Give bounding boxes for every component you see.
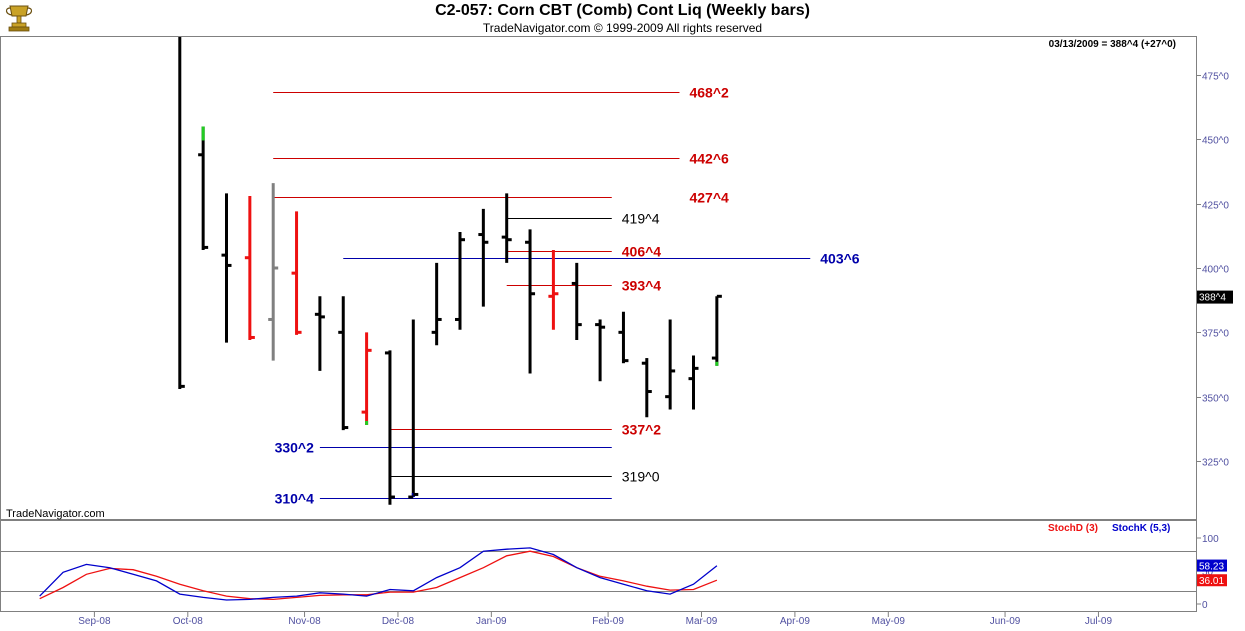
chart-subtitle: TradeNavigator.com © 1999-2009 All right…: [482, 21, 763, 35]
price-tick-label: 350^0: [1202, 394, 1229, 405]
chart-header: C2-057: Corn CBT (Comb) Cont Liq (Weekly…: [0, 0, 1245, 36]
stoch-tick-label: 100: [1202, 534, 1219, 545]
date-tick-label: Apr-09: [780, 616, 810, 627]
stoch-value-box: [1197, 559, 1227, 572]
date-tick-label: Oct-08: [173, 616, 203, 627]
price-tick-label: 425^0: [1202, 201, 1229, 212]
level-label: 468^2: [689, 85, 729, 101]
current-price-box: [1197, 290, 1233, 304]
level-label: 310^4: [275, 491, 315, 507]
price-bars: [178, 37, 722, 505]
price-tick-label: 450^0: [1202, 136, 1229, 147]
watermark-text: TradeNavigator.com: [6, 508, 105, 520]
date-tick-label: Jul-09: [1085, 616, 1113, 627]
stoch-value-box: [1197, 574, 1227, 587]
chart-title: C2-057: Corn CBT (Comb) Cont Liq (Weekly…: [435, 2, 810, 19]
stoch-line-k: [39, 547, 718, 601]
date-tick-label: Feb-09: [592, 616, 624, 627]
level-label: 319^0: [622, 469, 660, 485]
trophy-logo-icon: [5, 5, 33, 32]
date-tick-label: Sep-08: [78, 616, 111, 627]
level-label: 337^2: [622, 422, 662, 438]
price-tick-label: 375^0: [1202, 329, 1229, 340]
last-price-readout: 03/13/2009 = 388^4 (+27^0): [1049, 39, 1176, 50]
level-lines: 468^2 442^6 427^4 419^4 406^4 403^6 393^4 337^2…: [273, 85, 860, 507]
stoch-tick-label: 50: [1202, 567, 1214, 578]
chart-frames: [0, 36, 1197, 612]
current-price-label: 388^4: [1199, 293, 1226, 304]
date-tick-label: Mar-09: [686, 616, 718, 627]
date-axis: Sep-08 Oct-08 Nov-08 Dec-08 Jan-09 Feb-09 Mar-…: [78, 612, 1112, 627]
price-tick-label: 475^0: [1202, 72, 1229, 83]
price-axis: 475^0 450^0 425^0 400^0 375^0 350^0 325^0 388^4: [1196, 72, 1233, 469]
stoch-legend-entry: StochD (3): [1048, 523, 1098, 534]
price-tick-label: 400^0: [1202, 265, 1229, 276]
level-label: 406^4: [622, 244, 662, 260]
level-label: 330^2: [275, 440, 315, 456]
level-label: 403^6: [820, 251, 860, 267]
date-tick-label: Dec-08: [382, 616, 415, 627]
price-tick-label: 325^0: [1202, 458, 1229, 469]
level-label: 419^4: [622, 211, 660, 227]
level-label: 442^6: [689, 151, 729, 167]
date-tick-label: Jan-09: [476, 616, 507, 627]
date-tick-label: Jun-09: [990, 616, 1021, 627]
stochastic-panel: 100 50 0 StochD (3) StochK (5,3) 58.23 36.01: [1, 523, 1227, 611]
date-tick-label: May-09: [872, 616, 906, 627]
stoch-tick-label: 0: [1202, 600, 1208, 611]
level-label: 427^4: [689, 190, 729, 206]
level-label: 393^4: [622, 278, 662, 294]
stoch-legend-entry: StochK (5,3): [1112, 523, 1170, 534]
stoch-value-label: 36.01: [1199, 576, 1224, 587]
date-tick-label: Nov-08: [288, 616, 321, 627]
stoch-value-label: 58.23: [1199, 562, 1224, 573]
